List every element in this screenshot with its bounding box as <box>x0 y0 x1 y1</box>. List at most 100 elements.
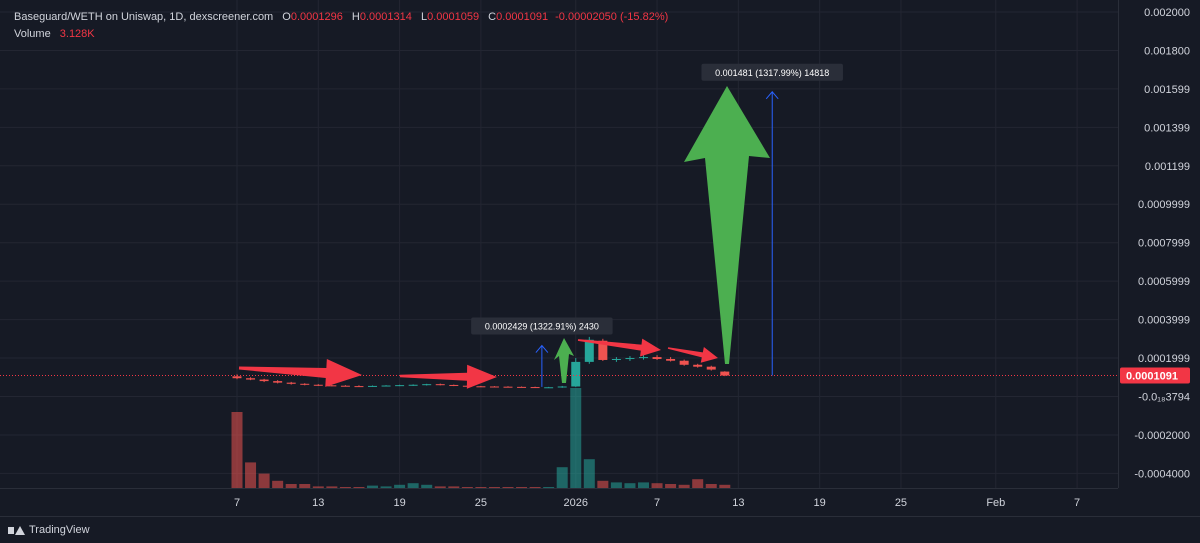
candle-body <box>340 385 350 387</box>
price-axis-label: -0.0002000 <box>1134 430 1190 442</box>
time-axis-label: 19 <box>393 497 405 509</box>
volume-bar <box>312 486 324 488</box>
candle <box>354 385 364 388</box>
price-axis-label: 0.001599 <box>1144 84 1190 96</box>
volume-bar <box>272 480 284 488</box>
volume-label: Volume <box>14 28 51 40</box>
measure-arrowhead <box>535 344 549 353</box>
candle-body <box>381 385 391 387</box>
candle <box>327 384 337 387</box>
candle-body <box>435 384 445 386</box>
candle-body <box>313 384 323 386</box>
candle-body <box>286 382 296 384</box>
price-axis: 0.002000 0.001800 0.001599 0.001399 0.001199… <box>1134 7 1190 480</box>
candle <box>530 386 540 389</box>
last-price-tag: 0.0001091 <box>1120 367 1190 384</box>
close-label: C <box>488 11 497 23</box>
volume-bar <box>624 483 636 488</box>
time-axis-label: 19 <box>814 497 826 509</box>
price-range-measure: 0.0002429 (1322.91%) 2430 <box>471 317 613 387</box>
volume-bar <box>488 487 500 488</box>
price-axis-label: 0.0001999 <box>1138 353 1190 365</box>
volume-bar <box>543 487 555 488</box>
brand-label: TradingView <box>29 524 90 536</box>
candle <box>259 378 269 383</box>
red-arrow-drawing <box>399 364 497 389</box>
candle <box>489 386 499 388</box>
candle <box>544 386 554 389</box>
tradingview-logo-icon <box>8 525 25 536</box>
candle-body <box>571 361 581 387</box>
candle <box>435 383 445 386</box>
volume-bar <box>258 473 270 488</box>
candle <box>395 384 405 387</box>
volume-bar <box>231 412 243 488</box>
volume-bar <box>692 479 704 488</box>
candle-body <box>395 385 405 387</box>
candle-body <box>611 359 621 361</box>
price-axis-label: 0.001199 <box>1145 161 1190 173</box>
red-arrow-drawing <box>577 338 661 357</box>
volume-bar <box>597 480 609 488</box>
volume-bar <box>583 459 595 488</box>
candle-body <box>273 381 283 383</box>
candle-body <box>327 385 337 387</box>
candle <box>639 355 648 360</box>
candle <box>693 363 703 368</box>
candle-body <box>517 386 527 388</box>
last-price-tag-label: 0.0001091 <box>1126 371 1178 383</box>
candle <box>286 381 296 385</box>
candle-body <box>408 384 418 386</box>
measure-label-box <box>471 317 613 335</box>
candle-body <box>598 340 608 360</box>
candle-body <box>679 360 689 365</box>
candle-body <box>693 364 703 367</box>
volume-bar <box>245 462 257 488</box>
time-axis-label: 13 <box>312 497 324 509</box>
candle-body <box>300 383 310 385</box>
candle <box>706 365 716 371</box>
candle <box>422 383 432 386</box>
time-axis-label: 13 <box>732 497 744 509</box>
candle <box>300 383 310 386</box>
price-axis-label: 0.001399 <box>1144 122 1190 134</box>
open-value: 0.0001296 <box>290 11 343 23</box>
time-axis-label: 7 <box>234 497 240 509</box>
candle-body <box>625 358 635 360</box>
change-value: -0.00002050 (-15.82%) <box>555 11 669 23</box>
volume-bar <box>339 487 351 488</box>
time-axis: 7 13 19 25 2026 7 13 19 25 Feb 7 <box>234 497 1080 509</box>
measure-label: 0.001481 (1317.99%) 14818 <box>715 68 829 78</box>
pair-title[interactable]: Baseguard/WETH on Uniswap, 1D, dexscreen… <box>14 11 274 23</box>
measure-label: 0.0002429 (1322.91%) 2430 <box>485 322 599 332</box>
price-axis-label: 0.0003999 <box>1138 315 1190 327</box>
candle <box>340 385 350 387</box>
volume-bar <box>421 484 433 488</box>
candle <box>679 359 689 366</box>
candle-series <box>232 336 730 389</box>
volume-bar <box>665 484 677 488</box>
volume-bar <box>448 486 460 488</box>
red-arrow-drawing <box>667 347 718 363</box>
candle-body <box>489 386 499 388</box>
green-arrow-drawing <box>554 338 574 383</box>
green-arrow-drawing <box>684 86 770 364</box>
price-axis-label: 0.001800 <box>1144 45 1190 57</box>
close-value: 0.0001091 <box>496 11 549 23</box>
candle-body <box>422 384 432 386</box>
candle-body <box>666 359 676 361</box>
tradingview-branding[interactable]: TradingView <box>8 521 90 539</box>
red-arrow-drawing <box>238 358 362 387</box>
volume-bar <box>299 484 311 488</box>
volume-bar <box>285 484 297 488</box>
candle <box>449 384 459 387</box>
price-axis-label: 0.0007999 <box>1138 238 1190 250</box>
volume-bar <box>461 487 473 488</box>
candle <box>476 385 486 388</box>
low-label: L <box>420 11 428 23</box>
candle-body <box>476 386 486 388</box>
candle-body <box>639 357 648 359</box>
volume-bar <box>556 467 568 488</box>
